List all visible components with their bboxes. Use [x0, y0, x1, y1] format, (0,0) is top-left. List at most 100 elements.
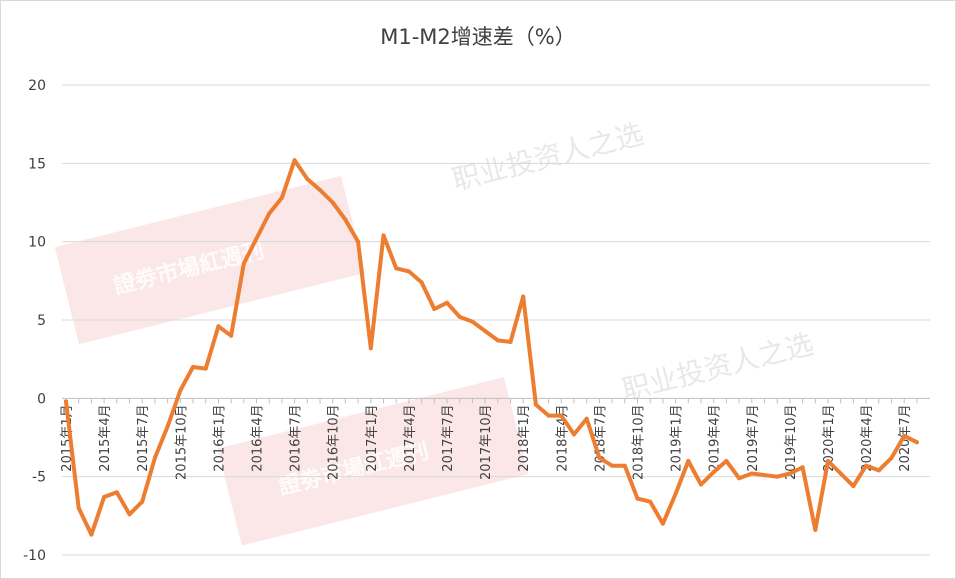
x-tick-label: 2018年1月 — [517, 404, 532, 471]
x-tick-label: 2019年7月 — [746, 404, 761, 471]
data-point — [902, 433, 907, 438]
data-point — [572, 432, 576, 437]
series-layer — [64, 158, 919, 537]
data-point — [203, 366, 208, 371]
data-point — [546, 413, 551, 418]
data-point — [699, 482, 703, 487]
watermark-badge-bg-1 — [54, 175, 366, 345]
data-point — [127, 512, 132, 517]
data-point — [483, 328, 488, 333]
y-tick-label: 20 — [28, 78, 46, 94]
x-tick-label: 2019年1月 — [670, 404, 685, 471]
data-point — [381, 233, 386, 238]
data-point — [178, 388, 183, 393]
data-point — [584, 416, 589, 421]
data-point — [330, 200, 335, 205]
data-point — [559, 413, 564, 418]
data-point — [673, 491, 678, 496]
data-point — [787, 471, 792, 476]
data-point — [305, 177, 310, 181]
data-point — [648, 499, 653, 504]
data-point — [762, 473, 767, 478]
x-tick-label: 2018年10月 — [632, 404, 647, 480]
data-point — [419, 280, 424, 285]
data-point — [356, 239, 361, 244]
y-tick-label: 5 — [37, 313, 46, 329]
data-point — [343, 217, 348, 222]
chart-title: M1-M2增速差（%） — [380, 25, 576, 49]
data-point — [152, 455, 157, 460]
data-point — [914, 440, 919, 445]
data-point — [851, 484, 856, 489]
data-point — [470, 319, 475, 324]
data-point — [749, 471, 754, 476]
data-point — [241, 261, 246, 266]
x-tick-label: 2019年4月 — [708, 404, 723, 471]
data-point — [737, 476, 742, 481]
data-point — [394, 266, 399, 271]
data-point — [864, 463, 869, 468]
x-tick-label: 2015年10月 — [174, 404, 189, 480]
data-point — [533, 402, 538, 407]
axes — [62, 397, 930, 404]
data-point — [889, 455, 894, 460]
data-point — [775, 474, 780, 479]
data-point — [495, 338, 500, 343]
data-point — [876, 468, 881, 473]
data-point — [635, 496, 640, 501]
x-tick-label: 2020年4月 — [860, 404, 875, 471]
x-tick-label: 2015年4月 — [98, 404, 113, 471]
x-tick-label: 2017年4月 — [403, 404, 418, 471]
y-tick-label: 0 — [37, 391, 46, 407]
data-point — [102, 495, 107, 500]
y-tick-label: 10 — [28, 235, 46, 251]
data-point — [826, 459, 830, 463]
data-point — [622, 463, 627, 468]
y-tick-label: 15 — [28, 156, 46, 172]
data-point — [521, 294, 526, 299]
data-point — [216, 324, 221, 329]
watermark-badge-2: 證劵市場紅週刊 — [217, 377, 529, 546]
data-point — [800, 465, 805, 470]
x-tick-label: 2016年4月 — [251, 404, 266, 471]
data-point — [267, 211, 272, 216]
watermark-badge-bg-2 — [217, 377, 529, 546]
data-point — [229, 333, 234, 338]
x-tick-label: 2017年10月 — [479, 404, 494, 480]
data-point — [318, 187, 322, 192]
data-point — [114, 490, 119, 495]
x-tick-label: 2020年1月 — [822, 404, 837, 471]
x-tick-label: 2017年1月 — [365, 404, 380, 471]
data-point — [457, 314, 462, 319]
series-line — [64, 158, 919, 537]
data-point — [165, 424, 170, 429]
data-point — [813, 527, 818, 532]
x-tick-label: 2019年10月 — [784, 404, 799, 480]
data-point — [368, 346, 373, 351]
data-point — [445, 300, 449, 305]
data-point — [140, 499, 145, 504]
data-point — [597, 455, 602, 460]
y-tick-label: -5 — [32, 470, 46, 486]
x-tick-label: 2015年7月 — [136, 404, 151, 471]
data-point — [711, 469, 716, 474]
data-point — [724, 459, 729, 463]
data-point — [76, 506, 81, 510]
x-tick-label: 2016年1月 — [212, 404, 227, 471]
x-tick-label: 2017年7月 — [441, 404, 456, 471]
data-point — [610, 463, 615, 468]
data-point — [406, 269, 411, 274]
x-tick-label: 2016年10月 — [327, 404, 342, 480]
data-point — [292, 158, 297, 163]
data-point — [508, 339, 513, 344]
x-tick-label: 2016年7月 — [289, 404, 304, 471]
x-tick-labels: 2015年1月 2015年4月 2015年7月 2015年10月 2016年1月 2016… — [60, 404, 913, 480]
data-point — [191, 365, 195, 369]
data-point — [64, 399, 68, 404]
data-point — [838, 471, 843, 476]
data-point — [660, 521, 665, 526]
data-point — [686, 459, 691, 463]
